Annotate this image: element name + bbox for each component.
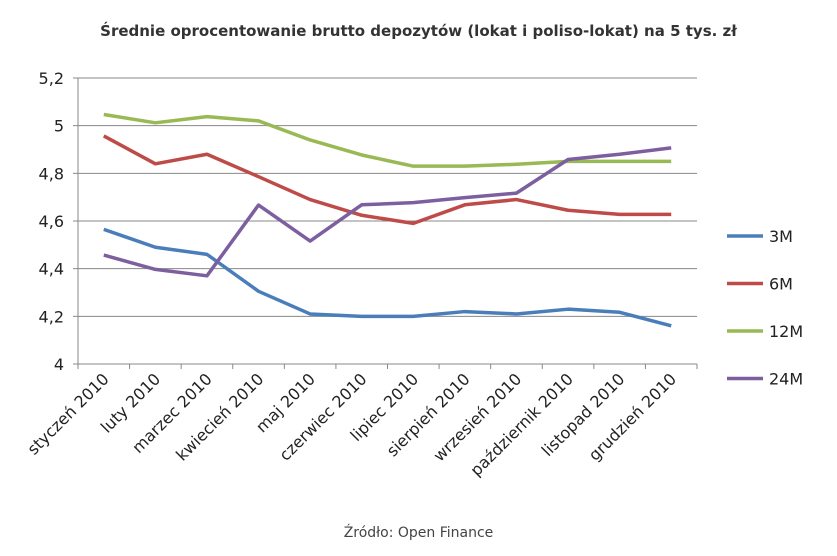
y-tick-label: 4,4 bbox=[39, 260, 64, 279]
legend-label: 24M bbox=[769, 370, 803, 389]
y-tick-label: 5,2 bbox=[39, 69, 64, 88]
y-tick-label: 4 bbox=[54, 355, 64, 374]
x-tick-label: kwiecień 2010 bbox=[172, 369, 267, 464]
legend-label: 12M bbox=[769, 322, 803, 341]
chart-title: Średnie oprocentowanie brutto depozytów … bbox=[100, 22, 737, 40]
series-line-24M bbox=[103, 146, 672, 278]
series-line-6M bbox=[102, 134, 672, 226]
x-tick-label: czerwiec 2010 bbox=[275, 369, 370, 464]
y-tick-label: 4,6 bbox=[39, 212, 64, 231]
y-tick-label: 4,8 bbox=[39, 164, 64, 183]
legend-label: 3M bbox=[769, 227, 793, 246]
x-tick-label: styczeń 2010 bbox=[23, 369, 112, 458]
series-line-3M bbox=[103, 227, 672, 328]
series-line-12M bbox=[103, 112, 672, 168]
x-tick-label: grudzień 2010 bbox=[585, 369, 680, 464]
y-tick-label: 4,2 bbox=[39, 307, 64, 326]
source-note: Źródło: Open Finance bbox=[343, 525, 494, 541]
x-tick-label: wrzesień 2010 bbox=[429, 369, 525, 465]
legend-label: 6M bbox=[769, 275, 793, 294]
y-tick-label: 5 bbox=[54, 117, 64, 136]
